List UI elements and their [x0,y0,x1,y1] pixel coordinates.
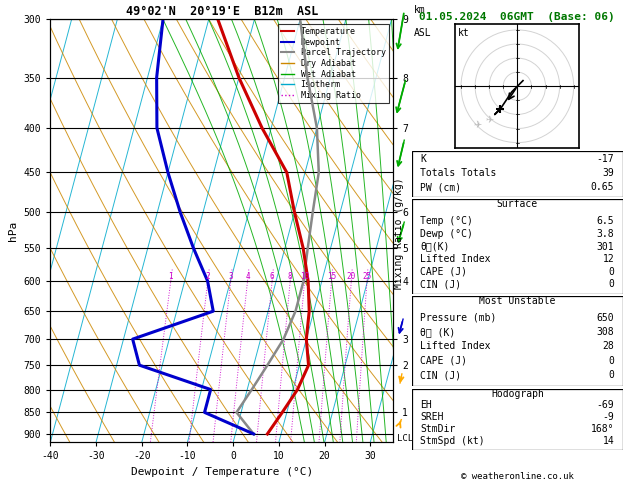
Text: 39: 39 [603,168,615,178]
Text: Lifted Index: Lifted Index [420,342,491,351]
Text: CIN (J): CIN (J) [420,370,462,380]
Text: 0: 0 [608,279,615,290]
Text: 15: 15 [327,272,336,281]
Text: 8: 8 [288,272,292,281]
Text: 12: 12 [603,254,615,264]
Text: © weatheronline.co.uk: © weatheronline.co.uk [461,472,574,481]
Text: 2: 2 [206,272,210,281]
Text: 4: 4 [245,272,250,281]
Text: Mixing Ratio (g/kg): Mixing Ratio (g/kg) [394,177,404,289]
Text: CAPE (J): CAPE (J) [420,356,467,366]
Text: -69: -69 [597,399,615,410]
Text: Most Unstable: Most Unstable [479,296,555,307]
Text: 14: 14 [603,436,615,446]
Text: EH: EH [420,399,432,410]
Text: StmSpd (kt): StmSpd (kt) [420,436,485,446]
Text: kt: kt [458,28,470,38]
Text: Surface: Surface [497,199,538,209]
Title: 49°02'N  20°19'E  B12m  ASL: 49°02'N 20°19'E B12m ASL [126,5,318,18]
Text: -9: -9 [603,412,615,422]
Text: Totals Totals: Totals Totals [420,168,497,178]
Text: 301: 301 [597,242,615,252]
Text: θᴇ(K): θᴇ(K) [420,242,450,252]
Text: 3: 3 [228,272,233,281]
Text: 25: 25 [362,272,372,281]
Text: 3.8: 3.8 [597,229,615,239]
Y-axis label: hPa: hPa [8,221,18,241]
Text: 0: 0 [608,267,615,277]
Text: Hodograph: Hodograph [491,389,544,399]
Text: 6: 6 [270,272,274,281]
Text: 10: 10 [300,272,309,281]
Text: K: K [420,155,426,164]
Text: 01.05.2024  06GMT  (Base: 06): 01.05.2024 06GMT (Base: 06) [420,12,615,22]
Text: ASL: ASL [414,28,431,38]
Text: -17: -17 [597,155,615,164]
Text: 6.5: 6.5 [597,216,615,226]
Text: 168°: 168° [591,424,615,434]
Text: 20: 20 [347,272,356,281]
Text: CAPE (J): CAPE (J) [420,267,467,277]
Text: Lifted Index: Lifted Index [420,254,491,264]
Legend: Temperature, Dewpoint, Parcel Trajectory, Dry Adiabat, Wet Adiabat, Isotherm, Mi: Temperature, Dewpoint, Parcel Trajectory… [278,24,389,103]
Text: 0: 0 [608,356,615,366]
Text: ✈: ✈ [485,115,493,125]
Text: PW (cm): PW (cm) [420,182,462,192]
Text: ✈: ✈ [474,121,482,131]
Text: Dewp (°C): Dewp (°C) [420,229,473,239]
Text: Pressure (mb): Pressure (mb) [420,312,497,323]
Text: 0: 0 [608,370,615,380]
Text: SREH: SREH [420,412,444,422]
Text: Temp (°C): Temp (°C) [420,216,473,226]
Text: StmDir: StmDir [420,424,455,434]
Text: 308: 308 [597,327,615,337]
X-axis label: Dewpoint / Temperature (°C): Dewpoint / Temperature (°C) [131,467,313,477]
Text: 28: 28 [603,342,615,351]
Text: 1: 1 [169,272,173,281]
Text: 0.65: 0.65 [591,182,615,192]
Text: km: km [414,5,425,15]
Text: θᴇ (K): θᴇ (K) [420,327,455,337]
Text: 650: 650 [597,312,615,323]
Text: LCL: LCL [396,434,413,443]
Text: CIN (J): CIN (J) [420,279,462,290]
